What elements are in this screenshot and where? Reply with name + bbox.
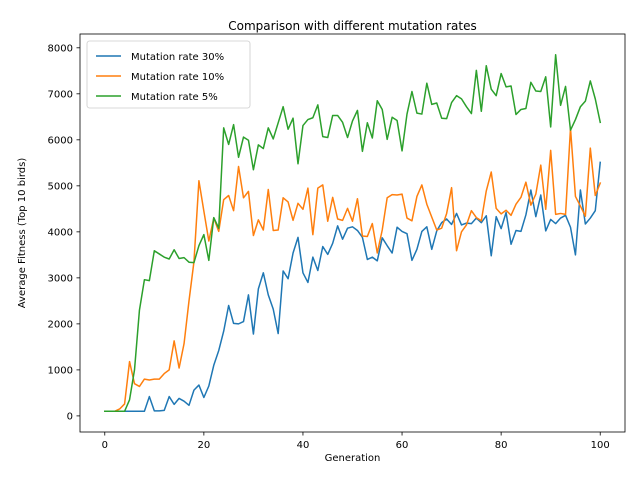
y-tick-label: 4000: [48, 227, 73, 238]
y-tick-label: 6000: [48, 135, 73, 146]
y-tick-label: 5000: [48, 181, 73, 192]
legend-label-3: Mutation rate 5%: [131, 92, 218, 103]
x-tick-label: 0: [102, 440, 108, 451]
y-tick-label: 0: [67, 411, 73, 422]
x-tick-label: 20: [197, 440, 210, 451]
y-tick-label: 7000: [48, 89, 73, 100]
y-axis-ticks: 0 1000 2000 3000 4000 5000 6000 7000 8000: [48, 43, 80, 422]
y-tick-label: 8000: [48, 43, 73, 54]
series-line-2: [104, 127, 602, 413]
y-tick-label: 3000: [48, 273, 73, 284]
x-axis-label: Generation: [325, 453, 381, 464]
y-tick-label: 2000: [48, 319, 73, 330]
legend-label-1: Mutation rate 30%: [131, 52, 224, 63]
x-axis-ticks: 0 20 40 60 80 100: [102, 432, 610, 451]
x-tick-label: 100: [591, 440, 610, 451]
x-tick-label: 60: [396, 440, 409, 451]
x-tick-label: 80: [495, 440, 508, 451]
legend-label-2: Mutation rate 10%: [131, 72, 224, 83]
x-tick-label: 40: [297, 440, 310, 451]
series-line-1: [104, 161, 602, 413]
legend: Mutation rate 30% Mutation rate 10% Mutati…: [86, 40, 251, 109]
y-axis-label: Average Fitness (Top 10 birds): [17, 158, 28, 309]
y-tick-label: 1000: [48, 365, 73, 376]
chart-title: Comparison with different mutation rates: [228, 19, 477, 33]
plot-lines: [104, 53, 602, 413]
series-line-3: [104, 53, 602, 413]
plot-frame: [79, 33, 626, 433]
legend-box: [86, 40, 251, 109]
